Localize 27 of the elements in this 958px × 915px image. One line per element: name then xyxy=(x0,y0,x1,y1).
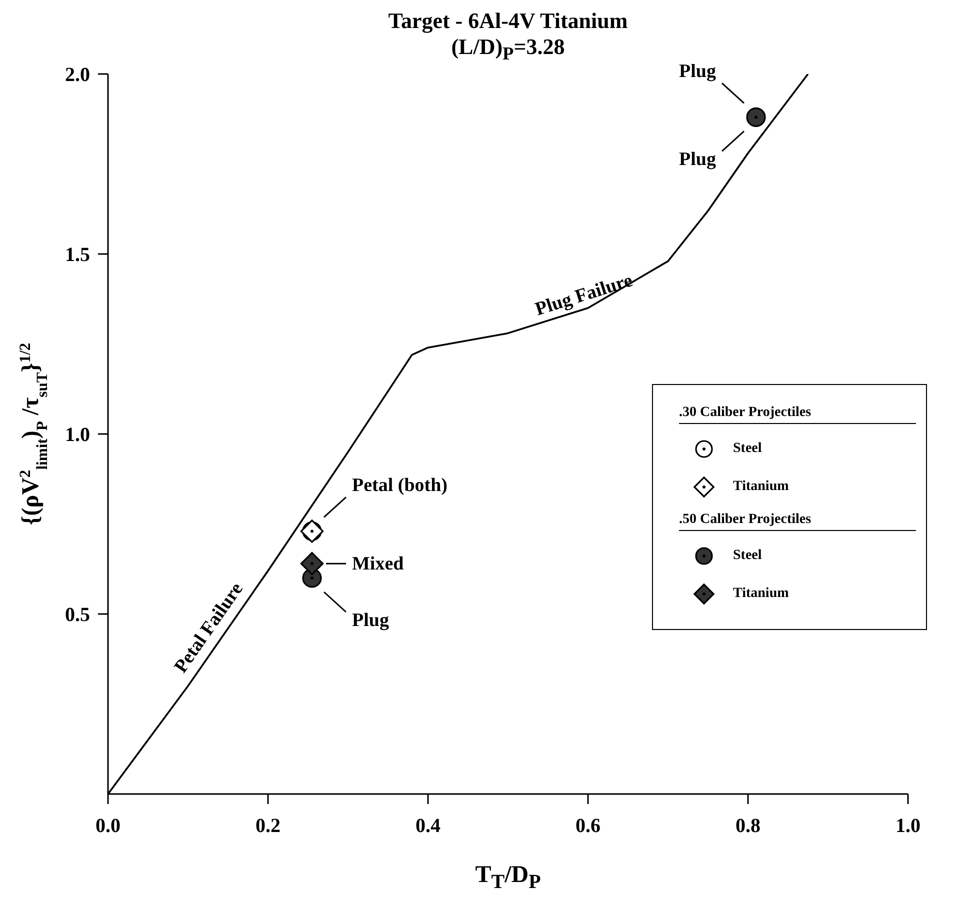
x-tick-label: 0.0 xyxy=(96,816,120,838)
point xyxy=(300,552,324,576)
x-tick-label: 0.4 xyxy=(416,816,440,838)
point xyxy=(746,108,766,128)
x-tick-label: 0.2 xyxy=(256,816,280,838)
annotation: Plug Failure xyxy=(532,270,636,321)
x-tick-label: 0.6 xyxy=(576,816,600,838)
chart-subtitle: (L/D)$_{P}$=3.28 xyxy=(451,34,565,64)
annotation: Petal (both) xyxy=(352,476,448,497)
x-tick-label: 0.8 xyxy=(736,816,760,838)
x-axis-title: T$_{T}$/D$_{P}$ xyxy=(474,862,542,894)
legend-label: Titanium xyxy=(733,586,789,602)
annotation: Mixed xyxy=(352,554,404,575)
annotation: Plug xyxy=(352,610,390,632)
legend-label: Titanium xyxy=(733,478,789,495)
y-tick-label: 1.0 xyxy=(65,424,90,446)
x-tick-label: 1.0 xyxy=(896,816,920,838)
y-tick-label: 1.5 xyxy=(65,244,90,266)
legend-label: Steel xyxy=(733,548,762,564)
legend-label: Steel xyxy=(733,440,762,457)
annotation: Plug xyxy=(679,150,716,171)
chart-title: Target - 6Al-4V Titanium xyxy=(387,8,629,34)
annotation: .50 Caliber Projectiles xyxy=(679,512,916,531)
y-tick-label: 0.5 xyxy=(65,604,90,626)
annotation: .30 Caliber Projectiles xyxy=(679,404,916,424)
y-tick-label: 2.0 xyxy=(65,64,90,86)
annotation: Plug xyxy=(679,62,716,83)
